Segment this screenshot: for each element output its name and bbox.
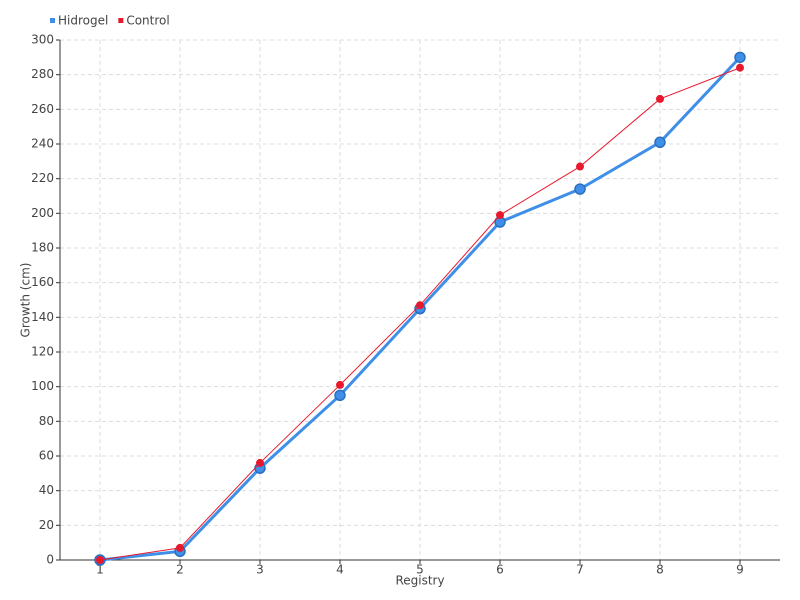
data-point <box>496 211 504 220</box>
x-tick-label: 7 <box>576 563 584 577</box>
legend-label: Hidrogel <box>58 14 108 28</box>
data-point <box>256 458 264 467</box>
data-point <box>736 63 744 72</box>
y-tick-label: 300 <box>31 33 54 47</box>
data-point <box>176 543 184 552</box>
y-tick-label: 20 <box>39 518 54 532</box>
legend-label: Control <box>126 14 169 28</box>
y-tick-label: 80 <box>39 414 54 428</box>
data-point <box>654 136 666 149</box>
x-tick-label: 6 <box>496 563 504 577</box>
x-tick-label: 1 <box>96 563 104 577</box>
data-point <box>734 51 746 64</box>
y-tick-label: 0 <box>46 553 54 567</box>
data-point <box>576 162 584 171</box>
y-tick-label: 40 <box>39 483 54 497</box>
data-point <box>334 389 346 402</box>
y-tick-label: 200 <box>31 206 54 220</box>
x-tick-label: 2 <box>176 563 184 577</box>
data-point <box>416 301 424 310</box>
x-tick-label: 4 <box>336 563 344 577</box>
y-axis-label: Growth (cm) <box>19 263 33 338</box>
y-tick-label: 280 <box>31 67 54 81</box>
legend-swatch <box>118 18 124 23</box>
y-tick-label: 260 <box>31 102 54 116</box>
y-tick-label: 220 <box>31 171 54 185</box>
y-tick-label: 140 <box>31 310 54 324</box>
data-point <box>574 183 586 195</box>
legend-swatch <box>50 18 55 23</box>
x-tick-label: 9 <box>736 563 744 577</box>
x-axis-label: Registry <box>395 574 444 588</box>
data-point <box>336 380 344 389</box>
y-tick-label: 60 <box>39 449 54 463</box>
x-tick-label: 3 <box>256 563 264 577</box>
y-tick-label: 100 <box>31 379 54 393</box>
y-tick-label: 180 <box>31 241 54 255</box>
y-tick-label: 160 <box>31 275 54 289</box>
y-tick-label: 240 <box>31 137 54 151</box>
y-tick-label: 120 <box>31 345 54 359</box>
data-point <box>96 556 104 564</box>
x-tick-label: 5 <box>416 563 424 577</box>
data-point <box>656 94 664 103</box>
x-tick-label: 8 <box>656 563 664 577</box>
